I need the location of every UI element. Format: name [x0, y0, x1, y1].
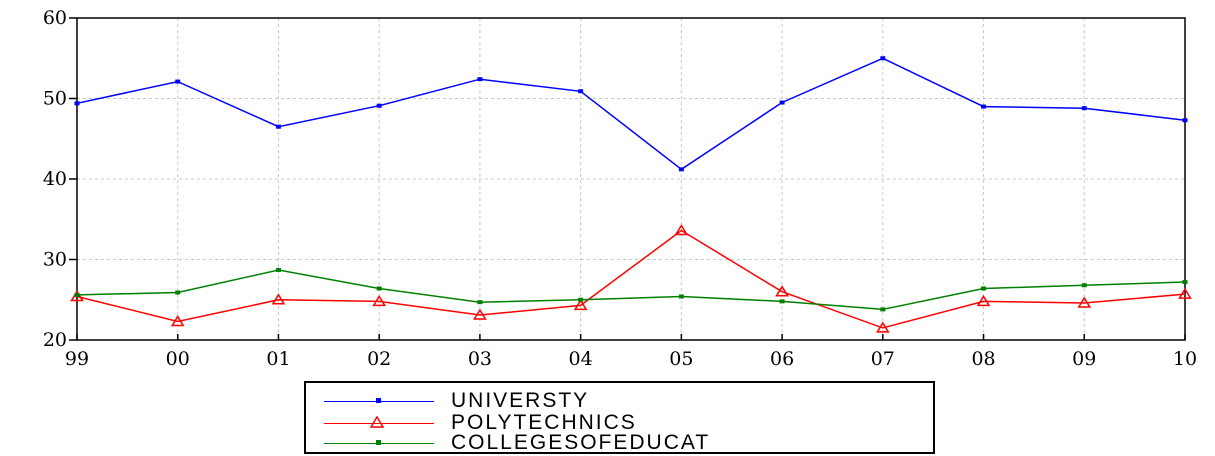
data-point-universty [779, 100, 785, 105]
legend-swatch-polytechnics [324, 423, 434, 424]
x-tick-label: 05 [669, 348, 693, 370]
data-point-universty [981, 104, 987, 109]
data-point-collegesofeducat [1081, 283, 1087, 288]
legend-marker-universty [376, 398, 381, 403]
legend-marker-collegesofeducat [376, 440, 381, 445]
legend: UNIVERSTY POLYTECHNICS COLLEGESOFEDUCAT [304, 381, 935, 454]
data-point-collegesofeducat [981, 286, 987, 291]
data-point-collegesofeducat [74, 292, 80, 297]
data-point-universty [578, 89, 584, 94]
series-line-polytechnics [76, 229, 1186, 329]
x-tick-label: 04 [569, 348, 593, 370]
data-point-polytechnics [1077, 296, 1092, 308]
data-point-polytechnics [674, 224, 689, 236]
x-tick-label: 02 [367, 348, 391, 370]
y-tick-label: 30 [43, 249, 67, 271]
data-point-polytechnics [573, 298, 588, 311]
data-point-polytechnics [976, 294, 991, 307]
data-point-universty [175, 79, 181, 84]
y-tick-label: 50 [43, 88, 67, 110]
line-chart: 20 30 40 50 60 99 00 01 02 03 04 05 06 07 08 09 10 [43, 7, 1197, 370]
legend-label-collegesofeducat: COLLEGESOFEDUCAT [451, 431, 711, 454]
x-tick-label: 07 [871, 348, 895, 370]
data-point-collegesofeducat [477, 300, 483, 305]
data-point-universty [74, 101, 80, 106]
x-tick-label: 00 [166, 348, 190, 370]
data-point-collegesofeducat [578, 297, 584, 302]
data-point-polytechnics [775, 285, 789, 297]
data-point-polytechnics [170, 315, 185, 327]
y-axis: 20 30 40 50 60 [43, 7, 77, 351]
data-point-collegesofeducat [1182, 280, 1188, 285]
data-point-universty [477, 77, 483, 82]
legend-item-collegesofeducat: COLLEGESOFEDUCAT [306, 431, 933, 454]
data-point-universty [275, 124, 281, 129]
data-point-collegesofeducat [678, 294, 684, 299]
data-point-polytechnics [473, 308, 487, 320]
data-point-universty [376, 103, 382, 108]
x-tick-label: 06 [770, 348, 794, 370]
data-point-universty [1182, 118, 1188, 123]
data-point-collegesofeducat [275, 267, 281, 272]
y-tick-label: 20 [43, 329, 67, 351]
data-point-polytechnics [271, 293, 286, 305]
series-group [70, 56, 1192, 333]
legend-label-universty: UNIVERSTY [451, 389, 590, 412]
x-tick-label: 03 [468, 348, 492, 370]
data-point-collegesofeducat [376, 286, 382, 291]
data-point-polytechnics [875, 321, 890, 333]
x-tick-label: 01 [266, 348, 290, 370]
series-line-collegesofeducat [76, 269, 1186, 311]
data-point-universty [1081, 106, 1087, 111]
gridlines [77, 18, 1185, 340]
data-point-polytechnics [1178, 287, 1192, 299]
data-point-polytechnics [372, 294, 387, 307]
data-point-collegesofeducat [175, 290, 181, 295]
data-point-collegesofeducat [779, 299, 785, 304]
data-point-universty [880, 56, 886, 61]
legend-marker-polytechnics [370, 416, 384, 428]
data-point-universty [678, 167, 684, 172]
x-tick-label: 99 [65, 348, 89, 370]
data-point-collegesofeducat [880, 307, 886, 312]
data-point-polytechnics [70, 290, 84, 302]
x-tick-label: 10 [1173, 348, 1197, 370]
legend-item-universty: UNIVERSTY [306, 389, 933, 412]
y-tick-label: 60 [43, 7, 67, 29]
x-tick-label: 08 [971, 348, 995, 370]
legend-label-polytechnics: POLYTECHNICS [451, 411, 637, 434]
x-axis: 99 00 01 02 03 04 05 06 07 08 09 10 [65, 334, 1197, 370]
legend-item-polytechnics: POLYTECHNICS [306, 411, 933, 434]
y-tick-label: 40 [43, 168, 67, 190]
series-line-universty [76, 57, 1186, 171]
x-tick-label: 09 [1072, 348, 1096, 370]
